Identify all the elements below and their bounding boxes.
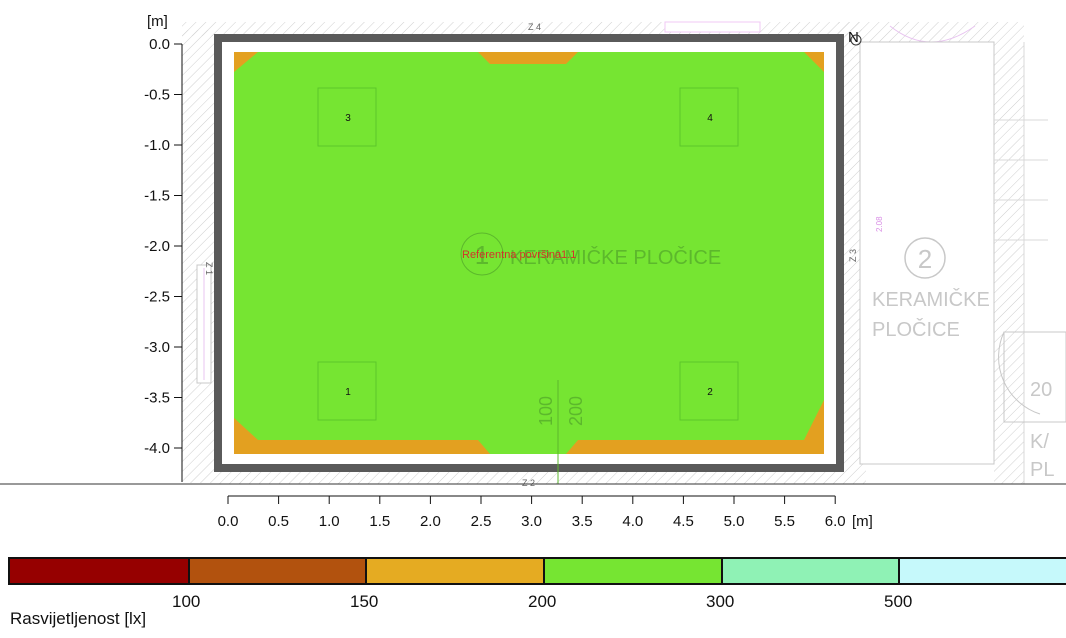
- cut-text-right-1: 20: [1030, 379, 1052, 401]
- x-tick-label: 2.5: [471, 513, 492, 530]
- iso-region-green: [234, 52, 824, 454]
- compass-circle: [850, 34, 862, 46]
- wall-hatch-top-right: [866, 22, 994, 42]
- y-tick-label: -2.5: [144, 289, 170, 306]
- y-tick-label: 0.0: [149, 36, 170, 53]
- luminaire-box-3: [317, 87, 377, 147]
- legend-swatch: [722, 559, 901, 583]
- room2-floor: [859, 41, 995, 465]
- dimension-200: 200: [566, 396, 586, 426]
- door-arc-right: [998, 331, 1041, 415]
- x-tick-label: 5.0: [724, 513, 745, 530]
- wall-hatch-right: [994, 22, 1024, 484]
- reference-surface-label: Referentna površina1.1: [462, 249, 576, 261]
- luminaire-label-2: 2: [707, 387, 713, 398]
- luminaire-box-1: [317, 361, 377, 421]
- top-window-mark: [664, 21, 761, 33]
- door-frame-right: [1003, 331, 1066, 423]
- legend-threshold-label: 200: [528, 592, 557, 611]
- x-tick-label: 3.5: [572, 513, 593, 530]
- legend-swatch: [189, 559, 368, 583]
- cut-text-right-2: K/: [1030, 431, 1049, 453]
- dimension-100: 100: [536, 396, 556, 426]
- x-tick-label: 5.5: [774, 513, 795, 530]
- room2-label-line1: KERAMIČKE: [872, 288, 990, 311]
- legend-swatch: [545, 559, 723, 583]
- x-tick-label: 4.5: [673, 513, 694, 530]
- wall-label-top: Z 4: [528, 22, 541, 32]
- x-tick-label: 2.0: [420, 513, 441, 530]
- x-tick-label: 4.0: [622, 513, 643, 530]
- x-tick-label: 1.0: [319, 513, 340, 530]
- y-tick-label: -4.0: [144, 440, 170, 457]
- y-axis-unit: [m]: [147, 13, 168, 30]
- y-tick-label: -1.0: [144, 137, 170, 154]
- luminaire-label-1: 1: [345, 387, 351, 398]
- room1-number: 1: [475, 240, 489, 270]
- room2-area: 2.08: [875, 216, 884, 232]
- cut-text-right-3: PL: [1030, 459, 1054, 481]
- legend-threshold-label: 100: [172, 592, 201, 611]
- x-axis-unit: [m]: [852, 513, 873, 530]
- compass-n: N: [848, 29, 859, 46]
- legend-swatch: [900, 559, 1066, 583]
- illuminance-legend-bar: [8, 557, 1066, 585]
- room1-label: KERAMIČKE PLOČICE: [510, 246, 721, 269]
- x-axis: 0.0 0.5 1.0 1.5 2.0 2.5 3.0 3.5 4.0 4.5 5.0 5.5 6.0: [218, 495, 846, 530]
- y-tick-label: -2.0: [144, 238, 170, 255]
- wall-label-bottom: Z 2: [522, 478, 535, 488]
- room2-number: 2: [918, 244, 932, 274]
- wall-hatch-left: [182, 30, 214, 483]
- x-tick-label: 1.5: [369, 513, 390, 530]
- luminaire-box-2: [679, 361, 739, 421]
- room2-number-circle: [904, 237, 946, 279]
- luminaire-label-3: 3: [345, 113, 351, 124]
- y-axis: 0.0 -0.5 -1.0 -1.5 -2.0 -2.5 -3.0 -3.5 -4.0: [144, 36, 183, 482]
- wall-label-left: Z 1: [204, 262, 214, 275]
- y-tick-label: -1.5: [144, 188, 170, 205]
- legend-thresholds: 100 150 200 300 500: [0, 592, 1066, 616]
- x-tick-label: 0.5: [268, 513, 289, 530]
- x-tick-label: 6.0: [825, 513, 846, 530]
- legend-threshold-label: 500: [884, 592, 913, 611]
- y-tick-label: -0.5: [144, 87, 170, 104]
- luminaire-box-4: [679, 87, 739, 147]
- legend-swatch: [367, 559, 545, 583]
- legend-title: Rasvijetljenost [lx]: [10, 609, 147, 628]
- legend-swatch: [10, 559, 190, 583]
- luminaire-label-4: 4: [707, 113, 713, 124]
- x-tick-label: 3.0: [521, 513, 542, 530]
- room2-label-line2: PLOČICE: [872, 318, 960, 341]
- legend-threshold-label: 150: [350, 592, 379, 611]
- x-tick-label: 0.0: [218, 513, 239, 530]
- wall-label-right: Z 3: [848, 249, 858, 262]
- legend-threshold-label: 300: [706, 592, 735, 611]
- y-tick-label: -3.0: [144, 339, 170, 356]
- y-tick-label: -3.5: [144, 390, 170, 407]
- wall-hatch-bottom: [214, 472, 838, 484]
- room1-number-circle: [460, 232, 504, 276]
